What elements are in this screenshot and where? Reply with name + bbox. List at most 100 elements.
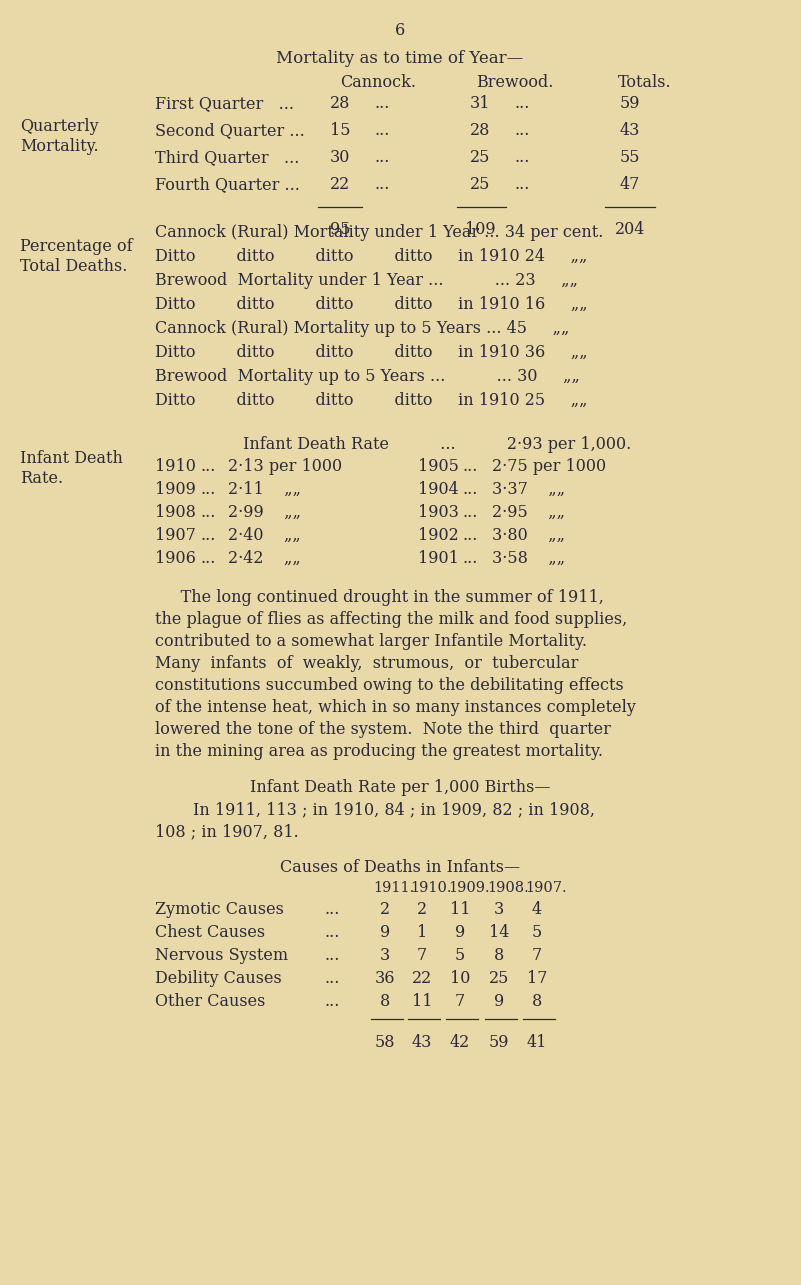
Text: ...: ... xyxy=(200,457,215,475)
Text: Infant Death Rate          ...          2·93 per 1,000.: Infant Death Rate ... 2·93 per 1,000. xyxy=(243,436,631,454)
Text: 59: 59 xyxy=(620,95,640,112)
Text: 3: 3 xyxy=(494,901,504,917)
Text: Nervous System: Nervous System xyxy=(155,947,288,964)
Text: 22: 22 xyxy=(412,970,432,987)
Text: 2: 2 xyxy=(380,901,390,917)
Text: 109: 109 xyxy=(465,221,495,238)
Text: 3: 3 xyxy=(380,947,390,964)
Text: Many  infants  of  weakly,  strumous,  or  tubercular: Many infants of weakly, strumous, or tub… xyxy=(155,655,578,672)
Text: ...: ... xyxy=(325,993,340,1010)
Text: 41: 41 xyxy=(527,1034,547,1051)
Text: 3·80    „„: 3·80 „„ xyxy=(492,527,565,544)
Text: Fourth Quarter ...: Fourth Quarter ... xyxy=(155,176,300,193)
Text: 28: 28 xyxy=(330,95,350,112)
Text: Cannock.: Cannock. xyxy=(340,75,416,91)
Text: Infant Death
Rate.: Infant Death Rate. xyxy=(20,450,123,487)
Text: 9: 9 xyxy=(455,924,465,941)
Text: 17: 17 xyxy=(527,970,547,987)
Text: 58: 58 xyxy=(375,1034,395,1051)
Text: 2: 2 xyxy=(417,901,427,917)
Text: ...: ... xyxy=(200,550,215,567)
Text: 2·13 per 1000: 2·13 per 1000 xyxy=(228,457,342,475)
Text: First Quarter   ...: First Quarter ... xyxy=(155,95,294,112)
Text: 25: 25 xyxy=(470,149,490,166)
Text: Cannock (Rural) Mortality under 1 Year ... 34 per cent.: Cannock (Rural) Mortality under 1 Year .… xyxy=(155,224,603,242)
Text: 1908: 1908 xyxy=(155,504,196,520)
Text: Ditto        ditto        ditto        ditto     in 1910 36     „„: Ditto ditto ditto ditto in 1910 36 „„ xyxy=(155,344,588,361)
Text: 2·42    „„: 2·42 „„ xyxy=(228,550,300,567)
Text: In 1911, 113 ; in 1910, 84 ; in 1909, 82 ; in 1908,: In 1911, 113 ; in 1910, 84 ; in 1909, 82… xyxy=(193,801,595,819)
Text: 1909: 1909 xyxy=(155,481,196,499)
Text: ...: ... xyxy=(325,901,340,917)
Text: 7: 7 xyxy=(417,947,427,964)
Text: 9: 9 xyxy=(380,924,390,941)
Text: 14: 14 xyxy=(489,924,509,941)
Text: 1901: 1901 xyxy=(418,550,459,567)
Text: 1910: 1910 xyxy=(155,457,196,475)
Text: ...: ... xyxy=(514,149,529,166)
Text: 8: 8 xyxy=(494,947,504,964)
Text: 47: 47 xyxy=(620,176,640,193)
Text: ...: ... xyxy=(200,527,215,544)
Text: Ditto        ditto        ditto        ditto     in 1910 25     „„: Ditto ditto ditto ditto in 1910 25 „„ xyxy=(155,392,587,409)
Text: ...: ... xyxy=(374,122,389,139)
Text: 7: 7 xyxy=(532,947,542,964)
Text: 8: 8 xyxy=(532,993,542,1010)
Text: Mortality as to time of Year—: Mortality as to time of Year— xyxy=(276,50,524,67)
Text: Infant Death Rate per 1,000 Births—: Infant Death Rate per 1,000 Births— xyxy=(250,779,550,795)
Text: ...: ... xyxy=(374,95,389,112)
Text: 25: 25 xyxy=(489,970,509,987)
Text: Brewood.: Brewood. xyxy=(476,75,553,91)
Text: 59: 59 xyxy=(489,1034,509,1051)
Text: 7: 7 xyxy=(455,993,465,1010)
Text: contributed to a somewhat larger Infantile Mortality.: contributed to a somewhat larger Infanti… xyxy=(155,634,587,650)
Text: Second Quarter ...: Second Quarter ... xyxy=(155,122,304,139)
Text: Other Causes: Other Causes xyxy=(155,993,265,1010)
Text: Chest Causes: Chest Causes xyxy=(155,924,265,941)
Text: Third Quarter   ...: Third Quarter ... xyxy=(155,149,300,166)
Text: Cannock (Rural) Mortality up to 5 Years ... 45     „„: Cannock (Rural) Mortality up to 5 Years … xyxy=(155,320,570,337)
Text: ...: ... xyxy=(325,924,340,941)
Text: 2·75 per 1000: 2·75 per 1000 xyxy=(492,457,606,475)
Text: 25: 25 xyxy=(470,176,490,193)
Text: 3·37    „„: 3·37 „„ xyxy=(492,481,566,499)
Text: constitutions succumbed owing to the debilitating effects: constitutions succumbed owing to the deb… xyxy=(155,677,624,694)
Text: Quarterly
Mortality.: Quarterly Mortality. xyxy=(20,118,99,154)
Text: ...: ... xyxy=(514,176,529,193)
Text: 2·11    „„: 2·11 „„ xyxy=(228,481,301,499)
Text: 1905: 1905 xyxy=(418,457,459,475)
Text: 1903: 1903 xyxy=(418,504,459,520)
Text: 1902: 1902 xyxy=(418,527,459,544)
Text: 36: 36 xyxy=(375,970,395,987)
Text: 1907.: 1907. xyxy=(525,882,566,894)
Text: 10: 10 xyxy=(450,970,470,987)
Text: 55: 55 xyxy=(620,149,640,166)
Text: ...: ... xyxy=(374,176,389,193)
Text: 42: 42 xyxy=(450,1034,470,1051)
Text: ...: ... xyxy=(325,947,340,964)
Text: ...: ... xyxy=(463,550,478,567)
Text: 11: 11 xyxy=(449,901,470,917)
Text: 15: 15 xyxy=(330,122,350,139)
Text: Percentage of
Total Deaths.: Percentage of Total Deaths. xyxy=(20,238,133,275)
Text: Zymotic Causes: Zymotic Causes xyxy=(155,901,284,917)
Text: 1906: 1906 xyxy=(155,550,196,567)
Text: ...: ... xyxy=(325,970,340,987)
Text: ...: ... xyxy=(463,504,478,520)
Text: 95: 95 xyxy=(330,221,350,238)
Text: Totals.: Totals. xyxy=(618,75,671,91)
Text: ...: ... xyxy=(514,95,529,112)
Text: 1904: 1904 xyxy=(418,481,459,499)
Text: of the intense heat, which in so many instances completely: of the intense heat, which in so many in… xyxy=(155,699,636,716)
Text: 11: 11 xyxy=(412,993,433,1010)
Text: Causes of Deaths in Infants—: Causes of Deaths in Infants— xyxy=(280,858,520,876)
Text: 1: 1 xyxy=(417,924,427,941)
Text: 9: 9 xyxy=(494,993,504,1010)
Text: ...: ... xyxy=(200,504,215,520)
Text: 6: 6 xyxy=(395,22,405,39)
Text: 1910.: 1910. xyxy=(410,882,452,894)
Text: lowered the tone of the system.  Note the third  quarter: lowered the tone of the system. Note the… xyxy=(155,721,611,738)
Text: ...: ... xyxy=(463,481,478,499)
Text: 2·40    „„: 2·40 „„ xyxy=(228,527,300,544)
Text: ...: ... xyxy=(463,457,478,475)
